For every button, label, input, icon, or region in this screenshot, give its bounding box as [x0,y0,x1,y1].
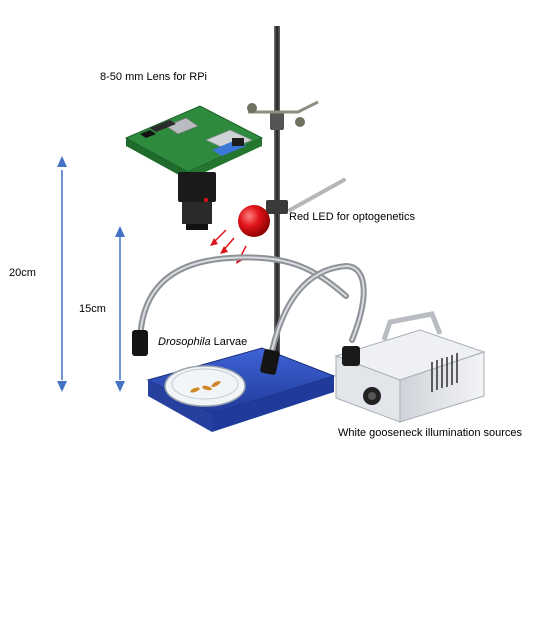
sample-label-italic: Drosophila [158,336,211,348]
led-label: Red LED for optogenetics [289,211,415,223]
raspberry-pi-board-icon [124,105,264,180]
gooseneck-lamp-icon [132,254,367,375]
dimension-15cm-label: 15cm [79,303,106,315]
camera-lens-icon [178,172,216,230]
dimension-20cm-label: 20cm [9,267,36,279]
lab-stand-icon [247,26,346,396]
dimension-arrow-15cm [115,226,125,392]
light-source-box-icon [334,311,486,423]
lens-label: 8-50 mm Lens for RPi [100,71,207,83]
illumination-label: White gooseneck illumination sources [338,427,523,439]
dimension-arrow-20cm [57,156,67,392]
sample-label: Drosophila Larvae [158,336,247,349]
petri-dish-icon [164,365,246,407]
sample-label-rest: Larvae [210,336,248,348]
